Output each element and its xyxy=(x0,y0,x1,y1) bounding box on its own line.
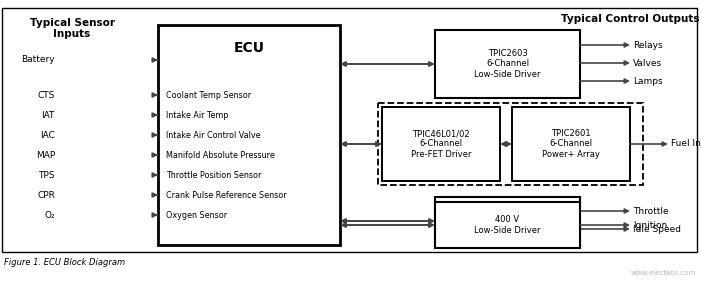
Text: Battery: Battery xyxy=(21,55,55,64)
Text: TPIC0107/8
H-Bridge Driver: TPIC0107/8 H-Bridge Driver xyxy=(475,211,540,231)
Text: www.elecfans.com: www.elecfans.com xyxy=(631,270,696,276)
Text: TPIC46L01/02
6-Channel
Pre-FET Driver: TPIC46L01/02 6-Channel Pre-FET Driver xyxy=(411,129,471,159)
Text: Relays: Relays xyxy=(633,41,662,49)
Text: Crank Pulse Reference Sensor: Crank Pulse Reference Sensor xyxy=(166,191,287,199)
Text: Manifold Absolute Pressure: Manifold Absolute Pressure xyxy=(166,151,275,160)
Bar xyxy=(435,30,580,98)
Text: ECU: ECU xyxy=(233,41,264,55)
Text: MAP: MAP xyxy=(36,151,55,160)
Bar xyxy=(378,103,643,185)
Text: Oxygen Sensor: Oxygen Sensor xyxy=(166,210,227,220)
Text: Lamps: Lamps xyxy=(633,76,662,85)
Text: Throttle Position Sensor: Throttle Position Sensor xyxy=(166,170,261,179)
Text: Valves: Valves xyxy=(633,59,662,68)
Text: TPIC2603
6-Channel
Low-Side Driver: TPIC2603 6-Channel Low-Side Driver xyxy=(475,49,540,79)
Text: Typical Sensor: Typical Sensor xyxy=(29,18,114,28)
Text: TPIC2601
6-Channel
Power+ Array: TPIC2601 6-Channel Power+ Array xyxy=(542,129,600,159)
Text: CPR: CPR xyxy=(37,191,55,199)
Text: Throttle: Throttle xyxy=(633,206,669,216)
Text: IAT: IAT xyxy=(41,110,55,120)
Bar xyxy=(382,107,500,181)
Bar xyxy=(435,197,580,245)
Text: IAC: IAC xyxy=(40,131,55,139)
Text: Idle Speed: Idle Speed xyxy=(633,224,681,233)
Bar xyxy=(2,8,697,252)
Text: Inputs: Inputs xyxy=(53,29,90,39)
Text: Coolant Temp Sensor: Coolant Temp Sensor xyxy=(166,91,251,99)
Text: 400 V
Low-Side Driver: 400 V Low-Side Driver xyxy=(475,215,540,235)
Bar xyxy=(435,202,580,248)
Text: Fuel Injector: Fuel Injector xyxy=(671,139,701,149)
Text: TPS: TPS xyxy=(39,170,55,179)
Text: Ignition: Ignition xyxy=(633,220,667,229)
Text: Figure 1. ECU Block Diagram: Figure 1. ECU Block Diagram xyxy=(4,258,125,267)
Text: Intake Air Control Valve: Intake Air Control Valve xyxy=(166,131,261,139)
Text: CTS: CTS xyxy=(38,91,55,99)
Bar xyxy=(158,25,340,245)
Bar xyxy=(512,107,630,181)
Text: Intake Air Temp: Intake Air Temp xyxy=(166,110,229,120)
Text: Typical Control Outputs: Typical Control Outputs xyxy=(561,14,700,24)
Text: O₂: O₂ xyxy=(44,210,55,220)
